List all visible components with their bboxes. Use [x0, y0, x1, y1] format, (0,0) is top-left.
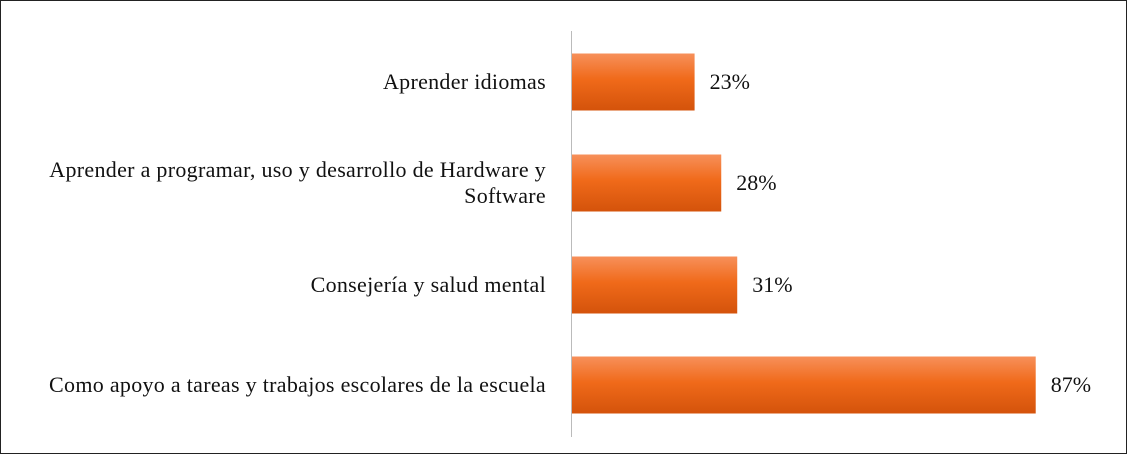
- value-label: 28%: [736, 170, 776, 195]
- category-label: Consejería y salud mental: [310, 272, 546, 297]
- value-label: 31%: [752, 272, 792, 297]
- value-label: 23%: [710, 69, 750, 94]
- bar: [572, 256, 738, 314]
- bar: [572, 356, 1036, 414]
- category-label: Aprender idiomas: [382, 69, 546, 94]
- value-label: 87%: [1051, 372, 1091, 397]
- bar: [572, 154, 722, 212]
- bar: [572, 53, 695, 111]
- category-label: Como apoyo a tareas y trabajos escolares…: [49, 372, 546, 397]
- category-label: Aprender a programar, uso y desarrollo d…: [49, 157, 546, 208]
